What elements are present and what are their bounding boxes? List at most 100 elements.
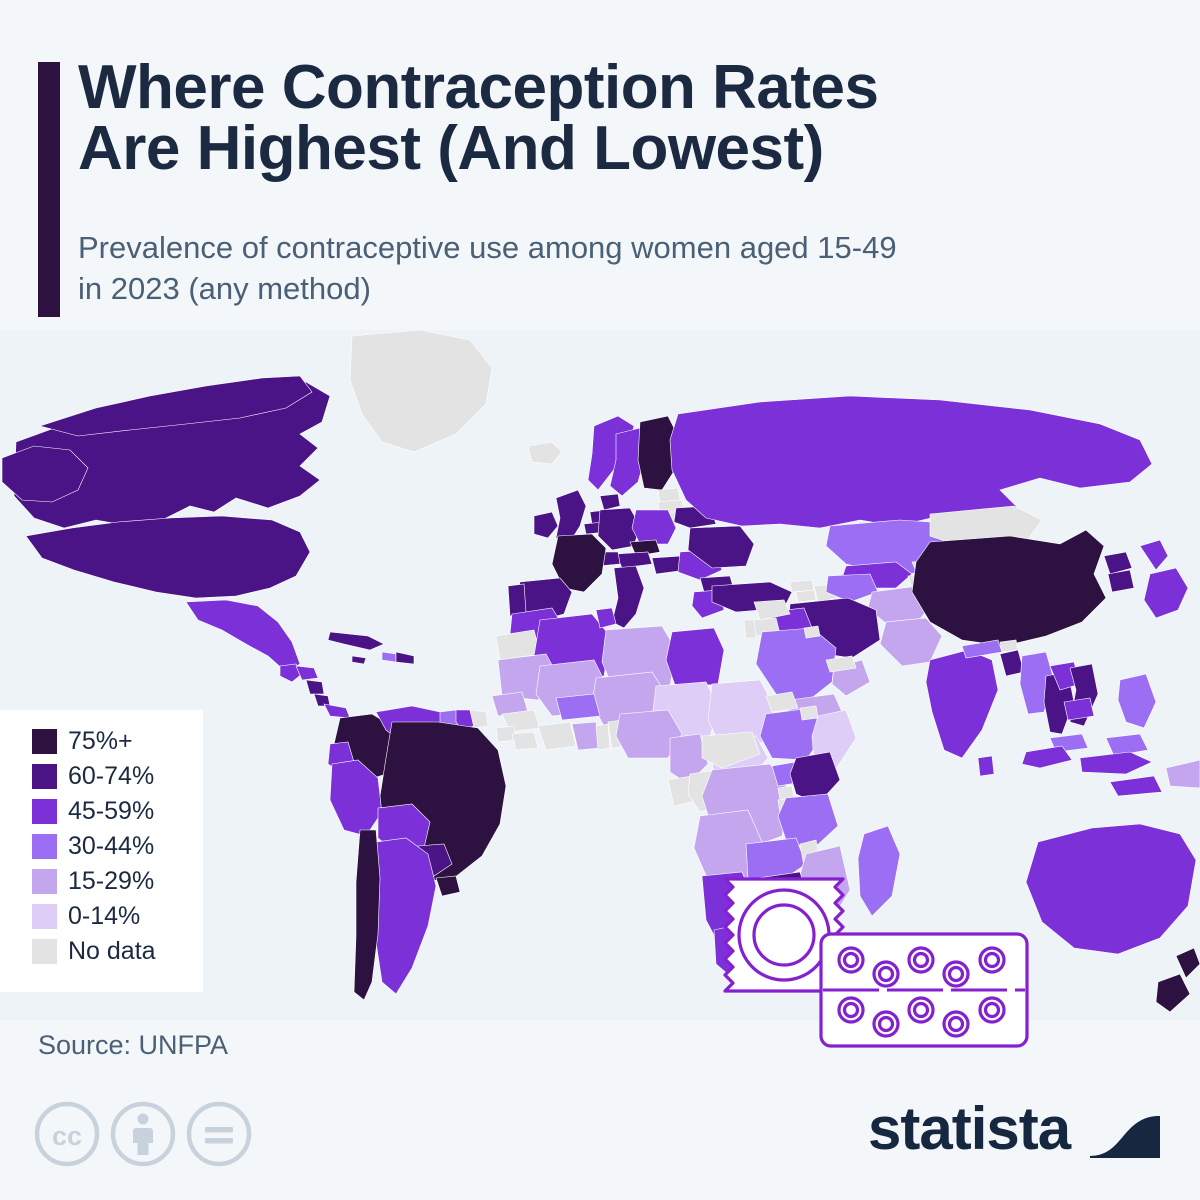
no-derivatives-equals-glyph (205, 1127, 233, 1144)
cc-icon (34, 1101, 100, 1167)
map-country-indonesia[interactable] (1080, 752, 1152, 774)
map-country-djibouti[interactable] (800, 706, 818, 720)
title-accent-bar (38, 62, 60, 317)
map-country-syria[interactable] (754, 600, 790, 620)
legend-swatch (32, 729, 57, 754)
page-title-line-1: Where Contraception Rates (78, 53, 879, 122)
map-country-tunisia[interactable] (596, 608, 616, 628)
legend-label: 30-44% (68, 832, 155, 860)
legend-label: 75%+ (68, 727, 133, 755)
map-country-ukraine[interactable] (688, 526, 754, 568)
map-legend: 75%+ 60-74% 45-59% 30-44% 15-29% 0-14% No data (0, 710, 203, 992)
map-country-new-zealand[interactable] (1176, 948, 1200, 978)
legend-label: No data (68, 937, 156, 965)
map-country-ireland[interactable] (534, 512, 558, 538)
map-country-philippines[interactable] (1118, 674, 1156, 728)
map-country-united-states[interactable] (26, 516, 310, 598)
map-country-indonesia[interactable] (1022, 746, 1072, 768)
legend-item[interactable]: 30-44% (0, 829, 203, 864)
map-country-togo[interactable] (596, 724, 610, 750)
condom-and-pill-pack-illustration (723, 877, 1029, 1048)
legend-item[interactable]: 45-59% (0, 794, 203, 829)
map-country-australia[interactable] (1026, 824, 1196, 954)
map-country-sri-lanka[interactable] (978, 756, 994, 776)
map-country-canada[interactable] (40, 376, 312, 436)
map-country-jamaica[interactable] (352, 656, 366, 664)
map-country-japan[interactable] (1144, 568, 1188, 618)
legend-item[interactable]: 75%+ (0, 724, 203, 759)
map-country-french-guiana[interactable] (470, 710, 488, 728)
statista-wordmark: statista (868, 1095, 1072, 1162)
map-country-denmark[interactable] (600, 494, 620, 510)
map-country-indonesia[interactable] (1110, 776, 1162, 796)
legend-swatch (32, 939, 57, 964)
no-derivatives-equals-icon (186, 1101, 252, 1167)
condom-ring-inner-icon (752, 903, 816, 967)
map-country-japan[interactable] (1140, 540, 1168, 570)
map-country-greenland[interactable] (350, 330, 492, 452)
map-country-papua-new-guinea[interactable] (1166, 760, 1200, 788)
map-country-madagascar[interactable] (858, 826, 900, 916)
legend-swatch (32, 869, 57, 894)
attribution-person-glyph (133, 1113, 153, 1155)
map-country-peru[interactable] (330, 760, 382, 836)
statista-logo: statista (868, 1095, 1160, 1162)
map-country-finland[interactable] (638, 416, 678, 490)
page-subtitle: Prevalence of contraceptive use among wo… (78, 228, 1188, 310)
attribution-person-icon (110, 1101, 176, 1167)
creative-commons-license-icons: cc (34, 1101, 252, 1167)
map-country-central-african-republic[interactable] (702, 732, 760, 768)
legend-swatch (32, 904, 57, 929)
map-country-new-zealand[interactable] (1156, 974, 1190, 1012)
map-country-portugal[interactable] (508, 584, 526, 616)
legend-item[interactable]: 0-14% (0, 899, 203, 934)
legend-item[interactable]: 60-74% (0, 759, 203, 794)
map-country-malaysia[interactable] (1106, 734, 1148, 756)
map-country-united-states[interactable] (2, 446, 88, 502)
map-country-nicaragua[interactable] (306, 680, 324, 694)
map-country-estonia[interactable] (658, 488, 680, 502)
map-country-north-korea[interactable] (1104, 552, 1132, 574)
legend-item[interactable]: 15-29% (0, 864, 203, 899)
map-country-haiti[interactable] (382, 652, 396, 662)
map-country-south-korea[interactable] (1108, 570, 1134, 592)
legend-item[interactable]: No data (0, 934, 203, 969)
map-country-france[interactable] (552, 534, 606, 592)
statista-mark-icon (1090, 1102, 1160, 1158)
map-country-kuwait[interactable] (804, 626, 820, 638)
map-country-italy[interactable] (612, 566, 644, 628)
cc-icon-glyph: cc (52, 1121, 82, 1151)
map-country-bhutan[interactable] (1000, 640, 1018, 652)
map-country-honduras[interactable] (296, 666, 318, 680)
page-title-line-2: Are Highest (And Lowest) (78, 113, 824, 183)
map-country-united-arab-emirates[interactable] (826, 656, 856, 672)
map-country-cuba[interactable] (328, 632, 384, 650)
legend-swatch (32, 799, 57, 824)
map-country-cambodia[interactable] (1064, 698, 1094, 720)
map-country-israel[interactable] (744, 620, 756, 638)
world-choropleth-map (0, 330, 1200, 1020)
map-country-czechia[interactable] (630, 540, 660, 556)
map-country-burkina-faso[interactable] (556, 694, 600, 720)
map-country-egypt[interactable] (666, 628, 724, 688)
map-country-ivory-coast[interactable] (538, 722, 576, 750)
map-country-eritrea[interactable] (766, 692, 798, 712)
map-country-dominican-republic[interactable] (396, 652, 414, 664)
map-country-iceland[interactable] (528, 442, 562, 464)
map-country-guatemala[interactable] (280, 664, 302, 682)
page-subtitle-line-2: in 2023 (any method) (78, 270, 371, 306)
map-country-uruguay[interactable] (436, 876, 460, 896)
map-country-china[interactable] (912, 530, 1106, 646)
legend-label: 60-74% (68, 762, 155, 790)
legend-label: 45-59% (68, 797, 155, 825)
map-country-chile[interactable] (354, 830, 380, 1000)
map-country-nigeria[interactable] (616, 710, 682, 758)
map-country-liberia[interactable] (512, 732, 538, 750)
pill-blisters (837, 946, 1006, 1038)
map-country-armenia[interactable] (796, 590, 816, 602)
map-country-united-kingdom[interactable] (556, 490, 586, 542)
source-note: Source: UNFPA (38, 1030, 229, 1060)
map-country-turkmenistan[interactable] (826, 574, 878, 602)
map-country-poland[interactable] (632, 510, 676, 544)
